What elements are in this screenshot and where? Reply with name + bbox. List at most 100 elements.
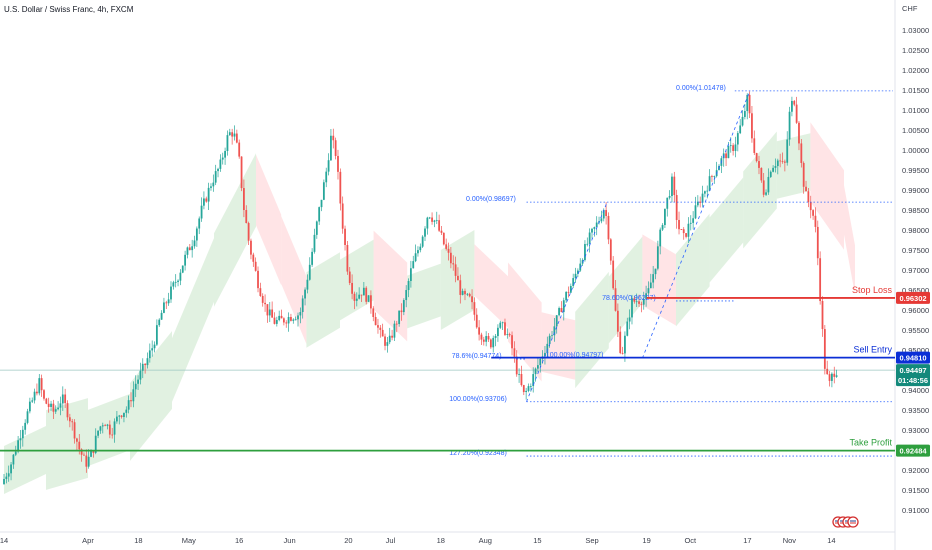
candle-body — [762, 180, 765, 195]
candle-body — [205, 198, 208, 202]
candle-body — [31, 400, 34, 402]
candle-body — [287, 316, 290, 324]
candle-body — [520, 373, 523, 386]
candle-body — [508, 334, 511, 336]
sell-entry-label: Sell Entry — [853, 345, 892, 355]
candle-body — [788, 111, 791, 140]
candles — [3, 91, 838, 486]
candle-body — [442, 232, 445, 245]
candle-body — [330, 135, 332, 161]
candle-body — [588, 232, 591, 244]
candle-body — [407, 280, 410, 291]
candle-body — [649, 282, 652, 289]
fib-level-label: 100.00%(0.94797) — [546, 352, 604, 359]
candle-body — [692, 218, 695, 223]
cloud-segment — [810, 122, 844, 250]
candle-body — [71, 421, 74, 423]
candle-body — [337, 155, 339, 172]
candle-body — [673, 176, 676, 196]
candle-body — [703, 191, 706, 194]
sell-entry-price-text: 0.94810 — [899, 354, 926, 363]
candle-body — [607, 215, 610, 240]
candle-body — [431, 217, 433, 222]
candle-body — [635, 301, 638, 303]
cloud-segment — [642, 234, 676, 326]
y-tick-label: 1.02000 — [902, 66, 929, 75]
candle-body — [511, 335, 513, 349]
candle-body — [297, 315, 299, 320]
candle-body — [104, 425, 107, 427]
candle-body — [656, 246, 659, 269]
candle-body — [435, 220, 438, 221]
candle-body — [339, 171, 342, 204]
candle-body — [127, 400, 130, 410]
candle-body — [675, 195, 678, 220]
candle-body — [791, 100, 793, 112]
candle-body — [38, 378, 41, 394]
candle-body — [560, 308, 563, 313]
y-tick-label: 0.91000 — [902, 506, 929, 515]
candle-body — [823, 329, 826, 369]
candle-body — [699, 201, 702, 203]
candle-body — [678, 219, 680, 230]
candle-body — [304, 289, 306, 299]
candle-body — [90, 450, 92, 457]
y-tick-label: 1.01000 — [902, 106, 929, 115]
candle-body — [452, 263, 455, 265]
candle-body — [106, 424, 109, 426]
candle-body — [290, 316, 292, 321]
candle-body — [111, 434, 114, 436]
current-price-tag — [896, 364, 930, 387]
candle-body — [247, 223, 250, 241]
y-tick-label: 0.95000 — [902, 346, 929, 355]
x-tick-label: 17 — [743, 536, 751, 545]
candle-body — [250, 240, 252, 255]
candle-body — [374, 316, 377, 326]
candle-body — [59, 403, 62, 408]
candle-body — [574, 273, 577, 279]
candle-body — [334, 140, 337, 156]
y-tick-label: 0.94000 — [902, 386, 929, 395]
candle-body — [525, 390, 528, 393]
candle-body — [306, 279, 309, 290]
candle-body — [642, 298, 645, 305]
candle-body — [555, 315, 558, 327]
candle-body — [821, 301, 824, 330]
economic-events-icon[interactable] — [832, 516, 859, 528]
x-tick-label: 16 — [235, 536, 243, 545]
candle-body — [609, 239, 612, 261]
x-tick-label: May — [182, 536, 196, 545]
candle-body — [725, 153, 727, 159]
candle-body — [522, 385, 525, 393]
candle-body — [736, 133, 739, 145]
stop-loss-label: Stop Loss — [852, 285, 893, 295]
cloud-segment — [256, 154, 282, 286]
x-tick-label: 14 — [827, 536, 835, 545]
candle-body — [816, 226, 819, 259]
candle-body — [515, 356, 518, 375]
candle-body — [45, 398, 48, 404]
candle-body — [203, 198, 205, 206]
candle-body — [101, 425, 104, 427]
candle-body — [257, 270, 259, 289]
candle-body — [186, 247, 189, 255]
candle-body — [393, 323, 396, 338]
candle-body — [624, 335, 626, 354]
candle-body — [87, 456, 90, 467]
cloud-segment — [575, 271, 609, 389]
candle-body — [259, 288, 262, 296]
candle-body — [701, 193, 704, 203]
candle-body — [144, 363, 147, 366]
candle-body — [727, 146, 730, 159]
candle-body — [428, 217, 431, 219]
candle-body — [94, 435, 97, 453]
x-tick-label: Apr — [82, 536, 94, 545]
candle-body — [807, 191, 810, 203]
candle-body — [400, 310, 403, 313]
candle-body — [308, 264, 311, 280]
candle-body — [219, 159, 222, 169]
candle-body — [814, 215, 817, 227]
cloud-segment — [676, 213, 710, 327]
candle-body — [158, 319, 161, 326]
